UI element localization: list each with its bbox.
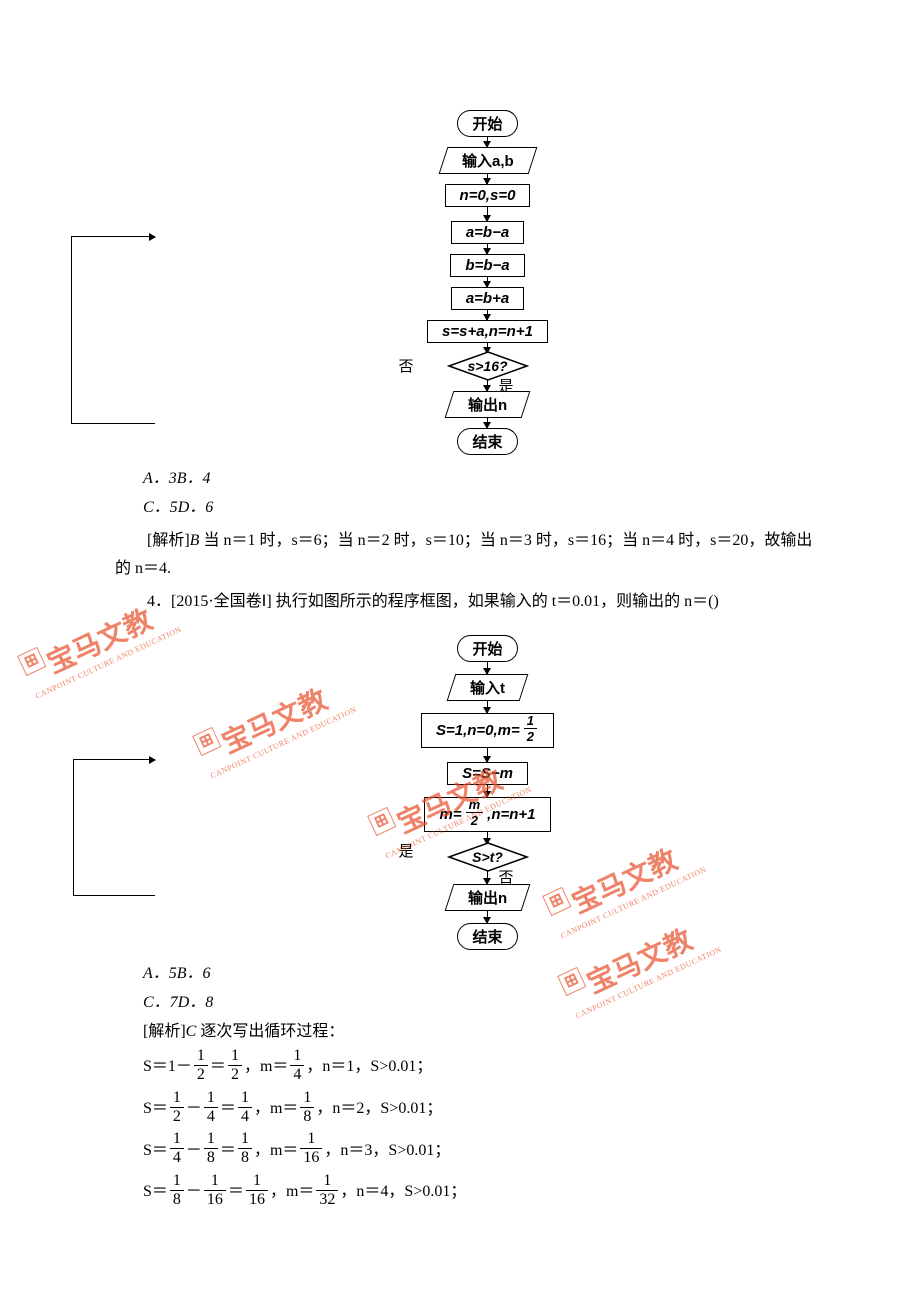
sol-line-1: S＝1－12＝12，m＝14，n＝1，S>0.01； [115,1046,820,1088]
fc2-step2: m= m2 ,n=n+1 [424,797,550,832]
fc2-input: 输入t [447,674,529,701]
q3-options: A．3B．4 C．5D．6 [115,465,820,523]
fc1-start: 开始 [457,110,517,137]
fc1-output: 输出n [445,391,531,418]
q4-text: 4．[2015·全国卷Ⅰ] 执行如图所示的程序框图，如果输入的 t＝0.01，则… [115,588,820,617]
fc2-start: 开始 [457,635,517,662]
q4-options: A．5B．6 C．7D．8 [115,960,820,1018]
fc1-input: 输入a,b [438,147,536,174]
fc2-end: 结束 [457,923,517,950]
fc2-init: S=1,n=0,m= 12 [421,713,554,748]
q3-analysis: [解析]B 当 n＝1 时，s＝6；当 n＝2 时，s＝10；当 n＝3 时，s… [115,527,820,585]
fc1-step3: a=b+a [451,287,524,310]
fc1-step4: s=s+a,n=n+1 [427,320,548,343]
flowchart-q3: 开始 输入a,b n=0,s=0 a=b−a b=b−a a=b+a s=s+a… [155,110,820,455]
fc1-end: 结束 [457,428,517,455]
fc2-step1: S=S−m [447,762,528,785]
fc1-step2: b=b−a [450,254,524,277]
fc2-yes-label: 是 [399,840,414,861]
fc1-init: n=0,s=0 [445,184,531,207]
sol-line-2: S＝12－14＝14，m＝18，n＝2，S>0.01； [115,1088,820,1130]
fc1-no-label: 否 [399,355,414,376]
fc2-output: 输出n [445,884,531,911]
fc1-step1: a=b−a [451,221,524,244]
sol-line-4: S＝18－116＝116，m＝132，n＝4，S>0.01； [115,1171,820,1213]
sol-line-3: S＝14－18＝18，m＝116，n＝3，S>0.01； [115,1130,820,1172]
flowchart-q4: 开始 输入t S=1,n=0,m= 12 S=S−m m= m2 ,n=n+1 … [155,635,820,950]
fc2-cond: S>t? [449,844,527,870]
q4-analysis-head: [解析]C 逐次写出循环过程： [115,1018,820,1047]
fc1-cond: s>16? [449,353,527,379]
